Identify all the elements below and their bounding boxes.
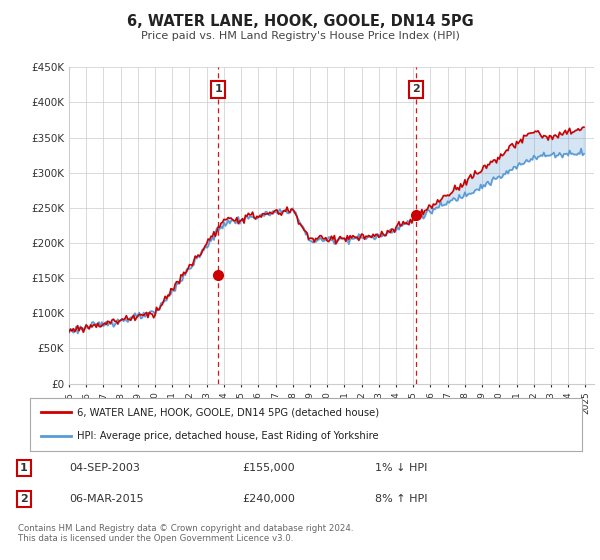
Text: 1: 1 [214,85,222,94]
Text: £155,000: £155,000 [242,463,295,473]
Text: 04-SEP-2003: 04-SEP-2003 [70,463,140,473]
Text: 1% ↓ HPI: 1% ↓ HPI [375,463,427,473]
Text: 2: 2 [20,494,28,503]
Text: HPI: Average price, detached house, East Riding of Yorkshire: HPI: Average price, detached house, East… [77,431,379,441]
Text: 6, WATER LANE, HOOK, GOOLE, DN14 5PG: 6, WATER LANE, HOOK, GOOLE, DN14 5PG [127,14,473,29]
Text: 06-MAR-2015: 06-MAR-2015 [70,494,144,503]
Text: Price paid vs. HM Land Registry's House Price Index (HPI): Price paid vs. HM Land Registry's House … [140,31,460,41]
Text: Contains HM Land Registry data © Crown copyright and database right 2024.
This d: Contains HM Land Registry data © Crown c… [18,524,353,543]
Text: £240,000: £240,000 [242,494,295,503]
Text: 1: 1 [20,463,28,473]
Text: 2: 2 [412,85,420,94]
Text: 8% ↑ HPI: 8% ↑ HPI [375,494,427,503]
Text: 6, WATER LANE, HOOK, GOOLE, DN14 5PG (detached house): 6, WATER LANE, HOOK, GOOLE, DN14 5PG (de… [77,408,379,418]
